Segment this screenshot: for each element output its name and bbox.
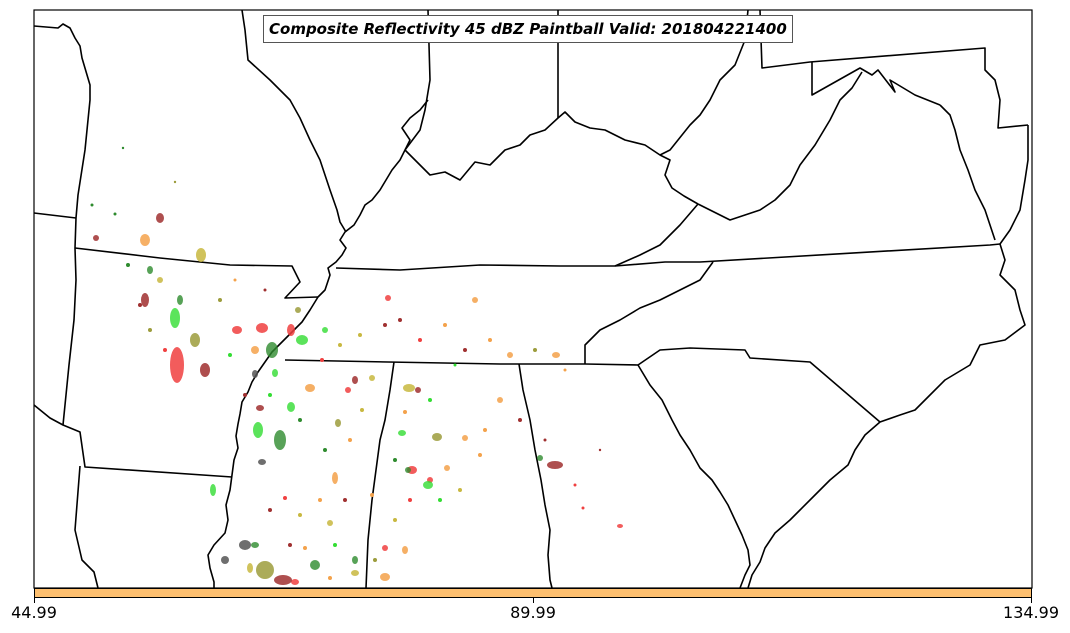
paint-green <box>170 308 433 496</box>
colorbar-tick-label-mid: 89.99 <box>510 603 556 622</box>
colorbar-tick-min <box>34 598 35 603</box>
map-title: Composite Reflectivity 45 dBZ Paintball … <box>263 15 793 43</box>
paint-orange <box>140 234 560 581</box>
paint-olive <box>190 307 442 579</box>
colorbar-tick-label-max: 134.99 <box>1003 603 1059 622</box>
map-frame <box>33 9 1033 589</box>
colorbar-tick-max <box>1031 598 1032 603</box>
paint-yellow <box>157 248 415 576</box>
colorbar <box>34 588 1032 598</box>
paint-gray <box>221 370 266 564</box>
paint-darkred <box>93 213 563 585</box>
paint-speckles <box>90 146 602 580</box>
colorbar-tick-mid <box>533 598 534 603</box>
state-boundaries <box>33 9 1029 589</box>
paint-red <box>170 295 623 585</box>
paint-darkgreen <box>147 266 543 570</box>
colorbar-tick-label-min: 44.99 <box>11 603 57 622</box>
reflectivity-paintball <box>90 146 623 585</box>
